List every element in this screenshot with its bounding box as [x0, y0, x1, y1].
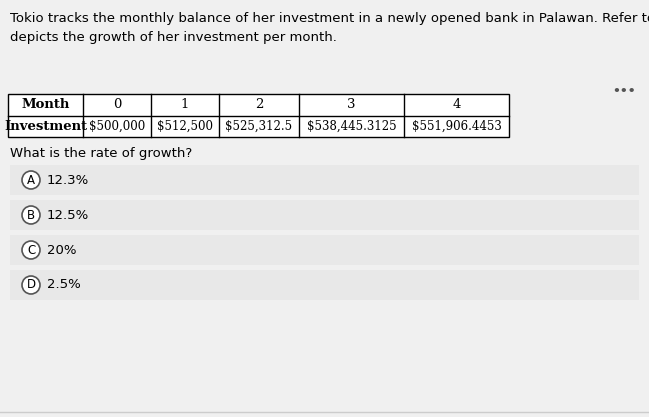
Text: D: D — [27, 279, 36, 291]
Text: $500,000: $500,000 — [89, 120, 145, 133]
Text: 2: 2 — [255, 98, 263, 111]
Text: A: A — [27, 173, 35, 186]
Bar — [10, 270, 639, 300]
Text: B: B — [27, 208, 35, 221]
Bar — [8, 94, 509, 137]
Text: $538,445.3125: $538,445.3125 — [307, 120, 397, 133]
Text: What is the rate of growth?: What is the rate of growth? — [10, 147, 192, 160]
Bar — [10, 165, 639, 195]
Bar — [8, 94, 509, 137]
Text: 1: 1 — [181, 98, 190, 111]
Text: 12.5%: 12.5% — [47, 208, 90, 221]
Text: 3: 3 — [347, 98, 356, 111]
Text: 4: 4 — [452, 98, 461, 111]
Text: $525,312.5: $525,312.5 — [225, 120, 293, 133]
Text: $512,500: $512,500 — [157, 120, 213, 133]
Text: 0: 0 — [113, 98, 121, 111]
Text: Investment: Investment — [4, 120, 87, 133]
Text: Tokio tracks the monthly balance of her investment in a newly opened bank in Pal: Tokio tracks the monthly balance of her … — [10, 12, 649, 44]
Text: Month: Month — [21, 98, 69, 111]
Text: $551,906.4453: $551,906.4453 — [411, 120, 502, 133]
Bar — [10, 235, 639, 265]
Text: 12.3%: 12.3% — [47, 173, 90, 186]
Circle shape — [22, 206, 40, 224]
Circle shape — [22, 171, 40, 189]
Circle shape — [22, 241, 40, 259]
Text: 2.5%: 2.5% — [47, 279, 80, 291]
Text: •••: ••• — [613, 85, 636, 98]
Text: C: C — [27, 244, 35, 256]
Text: 20%: 20% — [47, 244, 77, 256]
Circle shape — [22, 276, 40, 294]
Bar — [10, 200, 639, 230]
